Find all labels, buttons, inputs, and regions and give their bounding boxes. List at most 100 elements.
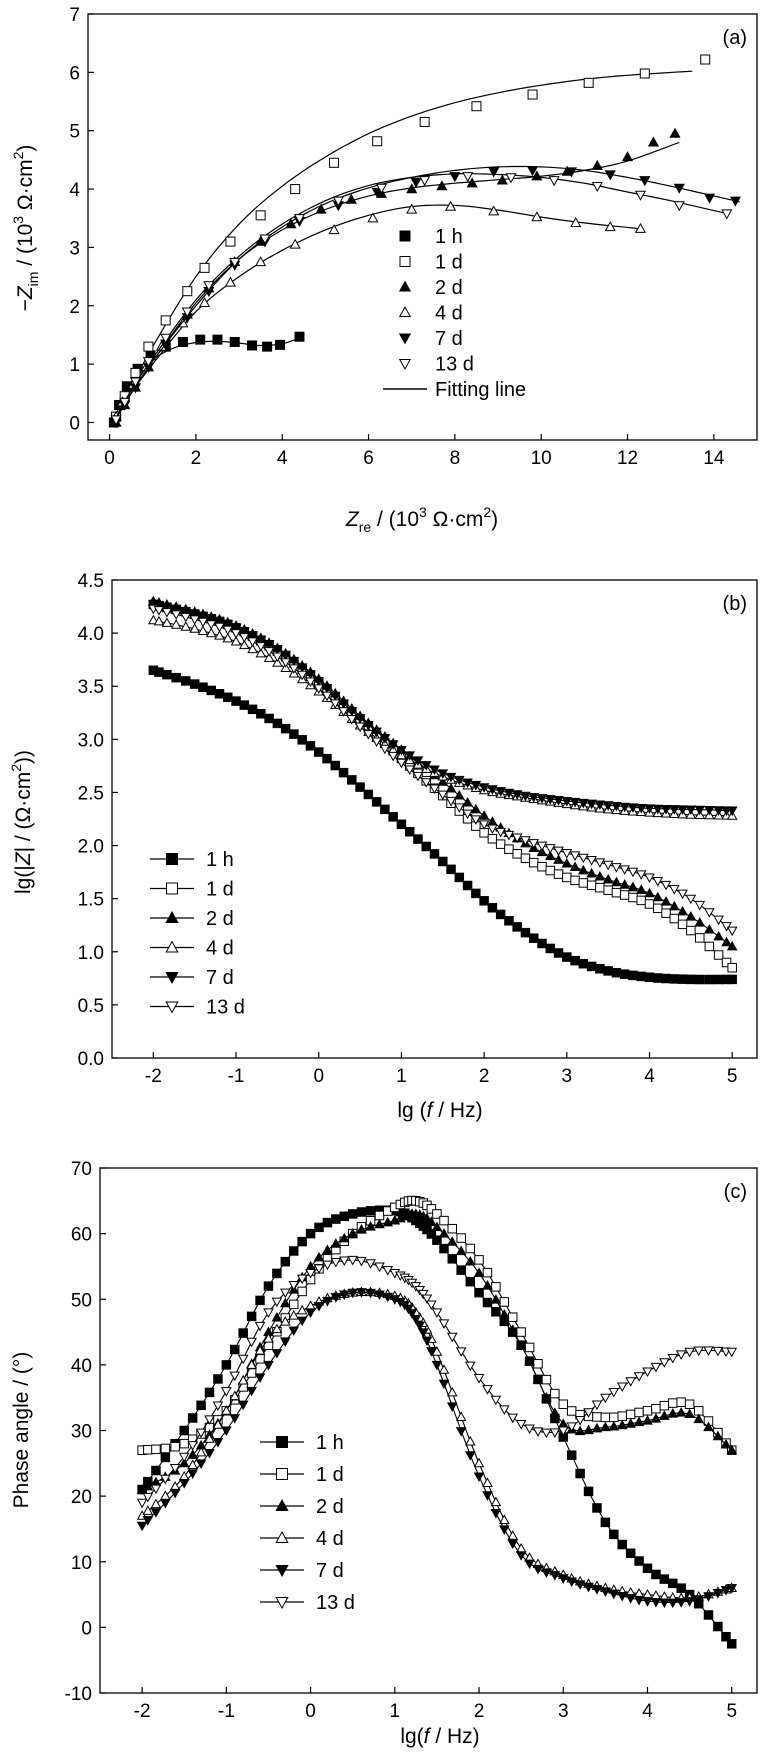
- data-point: [143, 341, 154, 352]
- data-point: [693, 1346, 705, 1357]
- data-point: [426, 1347, 437, 1357]
- data-point: [372, 136, 383, 147]
- data-point: [288, 1299, 299, 1310]
- data-point: [703, 1610, 714, 1620]
- data-point: [685, 805, 697, 816]
- data-point: [212, 1401, 224, 1412]
- data-point: [429, 765, 440, 776]
- data-point: [338, 707, 349, 717]
- data-point: [600, 1421, 611, 1432]
- data-point: [527, 89, 538, 100]
- y-tick-label: 50: [71, 1290, 92, 1311]
- data-point: [726, 1584, 738, 1594]
- data-point: [712, 1588, 724, 1599]
- data-point: [625, 1548, 636, 1558]
- data-point: [446, 1236, 458, 1246]
- data-point: [695, 933, 705, 943]
- data-point: [280, 1256, 291, 1267]
- data-point: [171, 672, 181, 683]
- data-point: [602, 801, 614, 811]
- data-point: [280, 658, 291, 668]
- data-point: [347, 1209, 358, 1219]
- data-point: [426, 1229, 437, 1239]
- data-point: [154, 667, 164, 677]
- data-point: [296, 1316, 308, 1327]
- data-point: [549, 1428, 561, 1438]
- data-point: [294, 331, 305, 342]
- data-point: [374, 1218, 385, 1229]
- data-point: [473, 1267, 485, 1277]
- data-point: [511, 833, 523, 844]
- data-point: [237, 1374, 249, 1385]
- data-point: [520, 791, 531, 802]
- data-point: [288, 664, 300, 674]
- data-point: [374, 1290, 385, 1301]
- data-point: [660, 880, 672, 891]
- data-point: [328, 224, 340, 235]
- data-point: [380, 804, 390, 815]
- data-point: [499, 1297, 510, 1307]
- legend-label: 7 d: [316, 1560, 344, 1582]
- data-point: [421, 1294, 433, 1305]
- data-point: [396, 746, 407, 756]
- data-point: [160, 333, 172, 344]
- data-point: [677, 905, 688, 916]
- data-point: [569, 851, 581, 861]
- data-point: [583, 1486, 594, 1497]
- panel-label: (c): [724, 1181, 747, 1203]
- data-point: [198, 296, 211, 308]
- x-tick-label: 5: [726, 1701, 737, 1722]
- x-tick-label: 3: [562, 1066, 573, 1087]
- y-tick-label: 4.5: [78, 571, 104, 592]
- data-point: [464, 1451, 476, 1461]
- x-axis-label: lg(f / Hz): [400, 1725, 479, 1748]
- x-tick-label: 1: [396, 1066, 407, 1087]
- data-point: [439, 1243, 449, 1254]
- data-point: [478, 783, 490, 793]
- data-point: [668, 1398, 678, 1408]
- data-point: [727, 962, 737, 973]
- data-point: [537, 861, 547, 872]
- data-point: [417, 1328, 429, 1338]
- data-point: [110, 415, 122, 426]
- data-point: [180, 612, 192, 623]
- data-point: [178, 1452, 190, 1463]
- data-point: [524, 1424, 535, 1435]
- data-point: [473, 1374, 485, 1384]
- legend-marker: [398, 280, 412, 292]
- data-point: [446, 1386, 458, 1397]
- legend: 1 h 1 d 2 d 4 d 7 d 13 d: [260, 1432, 355, 1614]
- y-tick-label: 2.0: [78, 837, 104, 858]
- data-point: [703, 1592, 714, 1602]
- legend-marker: [165, 911, 179, 923]
- y-tick-label: 4: [69, 180, 80, 201]
- series-4-d: [148, 614, 738, 820]
- data-point: [482, 1477, 493, 1487]
- data-point: [575, 1468, 585, 1479]
- data-point: [642, 1367, 653, 1378]
- data-point: [471, 101, 482, 112]
- data-point: [712, 1346, 724, 1357]
- data-point: [473, 1472, 485, 1483]
- data-point: [305, 1228, 316, 1239]
- data-point: [331, 1214, 341, 1224]
- data-point: [659, 1410, 670, 1420]
- data-point: [199, 262, 210, 273]
- data-point: [549, 1407, 561, 1417]
- data-point: [652, 891, 664, 902]
- data-point: [668, 1578, 678, 1589]
- data-point: [345, 193, 357, 204]
- y-tick-label: 60: [71, 1225, 92, 1246]
- data-point: [713, 930, 724, 941]
- data-point: [412, 771, 424, 782]
- data-point: [704, 974, 715, 985]
- data-point: [619, 890, 630, 900]
- data-point: [541, 1568, 552, 1578]
- legend-label: 1 d: [206, 879, 234, 901]
- data-point: [536, 794, 548, 804]
- data-point: [635, 803, 647, 814]
- data-point: [429, 784, 440, 795]
- data-point: [356, 1256, 367, 1267]
- data-point: [313, 684, 325, 694]
- data-point: [426, 1204, 437, 1214]
